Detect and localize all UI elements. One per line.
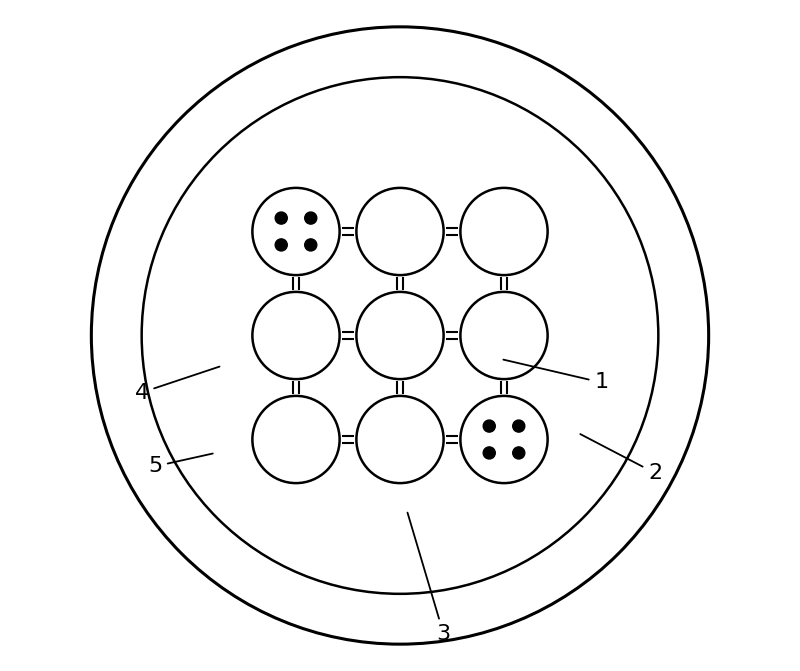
- Text: 3: 3: [407, 513, 450, 644]
- Circle shape: [252, 292, 340, 379]
- Circle shape: [252, 396, 340, 483]
- Text: 4: 4: [134, 366, 219, 403]
- Circle shape: [91, 27, 709, 644]
- Circle shape: [356, 292, 444, 379]
- Circle shape: [305, 239, 317, 251]
- Circle shape: [460, 188, 548, 275]
- Circle shape: [513, 420, 525, 432]
- Circle shape: [483, 447, 495, 459]
- Circle shape: [356, 396, 444, 483]
- Circle shape: [305, 212, 317, 224]
- Circle shape: [275, 212, 287, 224]
- Circle shape: [513, 447, 525, 459]
- Circle shape: [483, 420, 495, 432]
- Circle shape: [460, 292, 548, 379]
- Circle shape: [252, 188, 340, 275]
- Circle shape: [356, 188, 444, 275]
- Circle shape: [460, 396, 548, 483]
- Text: 5: 5: [148, 454, 213, 476]
- Text: 2: 2: [580, 434, 662, 483]
- Circle shape: [275, 239, 287, 251]
- Text: 1: 1: [503, 360, 608, 393]
